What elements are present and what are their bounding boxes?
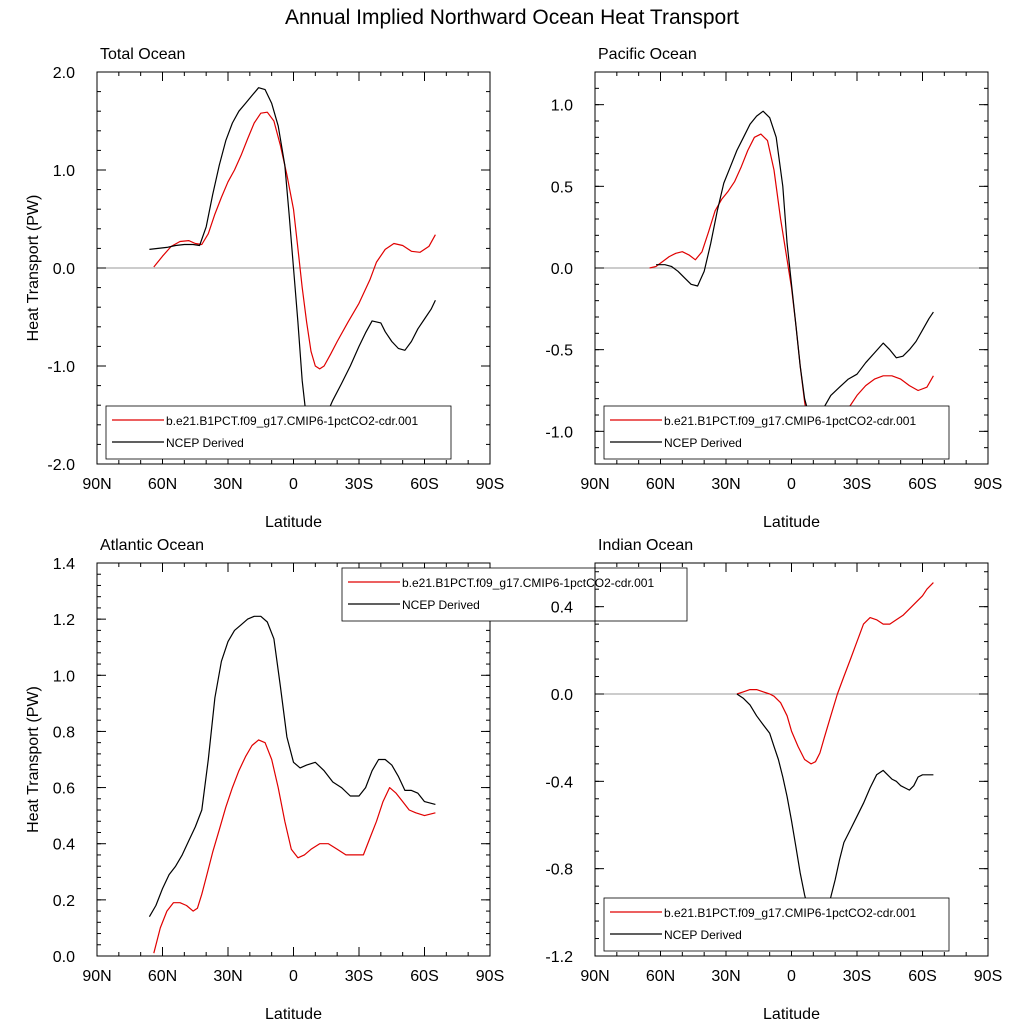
y-tick-label: 0.0 [53,949,75,966]
legend-box [603,405,950,460]
y-tick-label: 1.4 [53,556,75,573]
y-tick-label: -1.2 [545,949,573,966]
legend: b.e21.B1PCT.f09_g17.CMIP6-1pctCO2-cdr.00… [603,897,950,952]
y-tick-label: -0.8 [545,862,573,879]
x-axis-label: Latitude [265,514,322,531]
legend-box [105,405,452,460]
x-axis-label: Latitude [763,1006,820,1023]
x-tick-label: 60S [908,476,936,493]
panel-title: Indian Ocean [598,537,693,554]
y-tick-label: 1.2 [53,612,75,629]
x-tick-label: 30N [711,968,740,985]
x-tick-label: 30S [843,968,871,985]
legend-label: NCEP Derived [402,598,480,612]
panel-title: Total Ocean [100,46,185,63]
y-tick-label: -0.5 [545,343,573,360]
y-tick-label: -0.4 [545,774,573,791]
x-tick-label: 0 [289,968,298,985]
y-tick-label: -1.0 [47,359,75,376]
x-tick-label: 90N [82,968,111,985]
x-tick-label: 30S [345,476,373,493]
plot-frame [96,562,491,957]
x-tick-label: 30S [345,968,373,985]
legend-label: NCEP Derived [664,436,742,450]
series-line-ncep-derived [149,87,436,434]
legend-label: NCEP Derived [664,928,742,942]
series-line-model [649,133,934,445]
series-line-model [153,111,436,370]
x-tick-label: 90S [974,476,1002,493]
x-tick-label: 0 [787,476,796,493]
x-tick-label: 90S [476,968,504,985]
legend-box [341,567,688,622]
legend-label: b.e21.B1PCT.f09_g17.CMIP6-1pctCO2-cdr.00… [664,906,916,920]
y-tick-label: -2.0 [47,457,75,474]
y-axis-label: Heat Transport (PW) [25,195,42,342]
legend: b.e21.B1PCT.f09_g17.CMIP6-1pctCO2-cdr.00… [603,405,950,460]
series-line-model [153,739,436,954]
y-tick-label: 0.6 [53,781,75,798]
y-tick-label: 1.0 [53,668,75,685]
y-tick-label: 0.4 [53,837,75,854]
panel-atlantic-ocean: Atlantic Ocean 90N 60N 30N 0 30S 60S 90S 0.0 0.2 0… [25,537,688,1023]
x-tick-label: 30N [711,476,740,493]
y-tick-label: 2.0 [53,65,75,82]
figure-title: Annual Implied Northward Ocean Heat Tran… [284,6,740,29]
series-line-ncep-derived [148,615,436,918]
panel-indian-ocean: Indian Ocean 90N 60N 30N 0 30S 60S 90S -1.2 -0.8 -… [545,537,1002,1023]
y-tick-label: 0.5 [551,179,573,196]
plot-frame [96,71,491,465]
x-axis-label: Latitude [265,1006,322,1023]
legend: b.e21.B1PCT.f09_g17.CMIP6-1pctCO2-cdr.00… [341,567,688,622]
y-tick-label: 1.0 [551,98,573,115]
legend-box [603,897,950,952]
x-tick-label: 90N [580,968,609,985]
y-axis-label: Heat Transport (PW) [25,686,42,833]
x-tick-label: 90S [974,968,1002,985]
x-axis-label: Latitude [763,514,820,531]
panel-total-ocean: Total Ocean 90N 60N 30N 0 30S 60S 90S -2.0 -1.0 0.… [25,46,504,531]
x-tick-label: 0 [787,968,796,985]
x-tick-label: 60N [148,476,177,493]
x-tick-label: 60S [410,968,438,985]
y-tick-label: 0.2 [53,893,75,910]
legend-label: b.e21.B1PCT.f09_g17.CMIP6-1pctCO2-cdr.00… [166,414,418,428]
x-tick-label: 60N [148,968,177,985]
x-tick-label: 30N [213,476,242,493]
panel-pacific-ocean: Pacific Ocean 90N 60N 30N 0 30S 60S 90S -1.0 -0.5… [545,46,1002,531]
x-tick-label: 60N [646,476,675,493]
series-line-ncep-derived [656,110,934,419]
y-tick-label: -1.0 [545,424,573,441]
x-tick-label: 30S [843,476,871,493]
x-tick-label: 90S [476,476,504,493]
y-tick-label: 1.0 [53,163,75,180]
x-tick-label: 30N [213,968,242,985]
x-tick-label: 60S [410,476,438,493]
series-line-ncep-derived [736,693,934,924]
panel-title: Pacific Ocean [598,46,697,63]
x-tick-label: 90N [82,476,111,493]
panel-title: Atlantic Ocean [100,537,204,554]
series-line-model [736,582,934,765]
y-tick-label: 0.4 [551,600,573,617]
x-tick-label: 0 [289,476,298,493]
legend-label: NCEP Derived [166,436,244,450]
x-tick-label: 90N [580,476,609,493]
legend-label: b.e21.B1PCT.f09_g17.CMIP6-1pctCO2-cdr.00… [664,414,916,428]
legend-label: b.e21.B1PCT.f09_g17.CMIP6-1pctCO2-cdr.00… [402,576,654,590]
y-tick-label: 0.0 [53,261,75,278]
x-tick-label: 60N [646,968,675,985]
y-tick-label: 0.0 [551,261,573,278]
plot-frame [594,562,989,957]
plot-frame [594,71,989,465]
y-tick-label: 0.8 [53,724,75,741]
legend: b.e21.B1PCT.f09_g17.CMIP6-1pctCO2-cdr.00… [105,405,452,460]
y-tick-label: 0.0 [551,687,573,704]
x-tick-label: 60S [908,968,936,985]
